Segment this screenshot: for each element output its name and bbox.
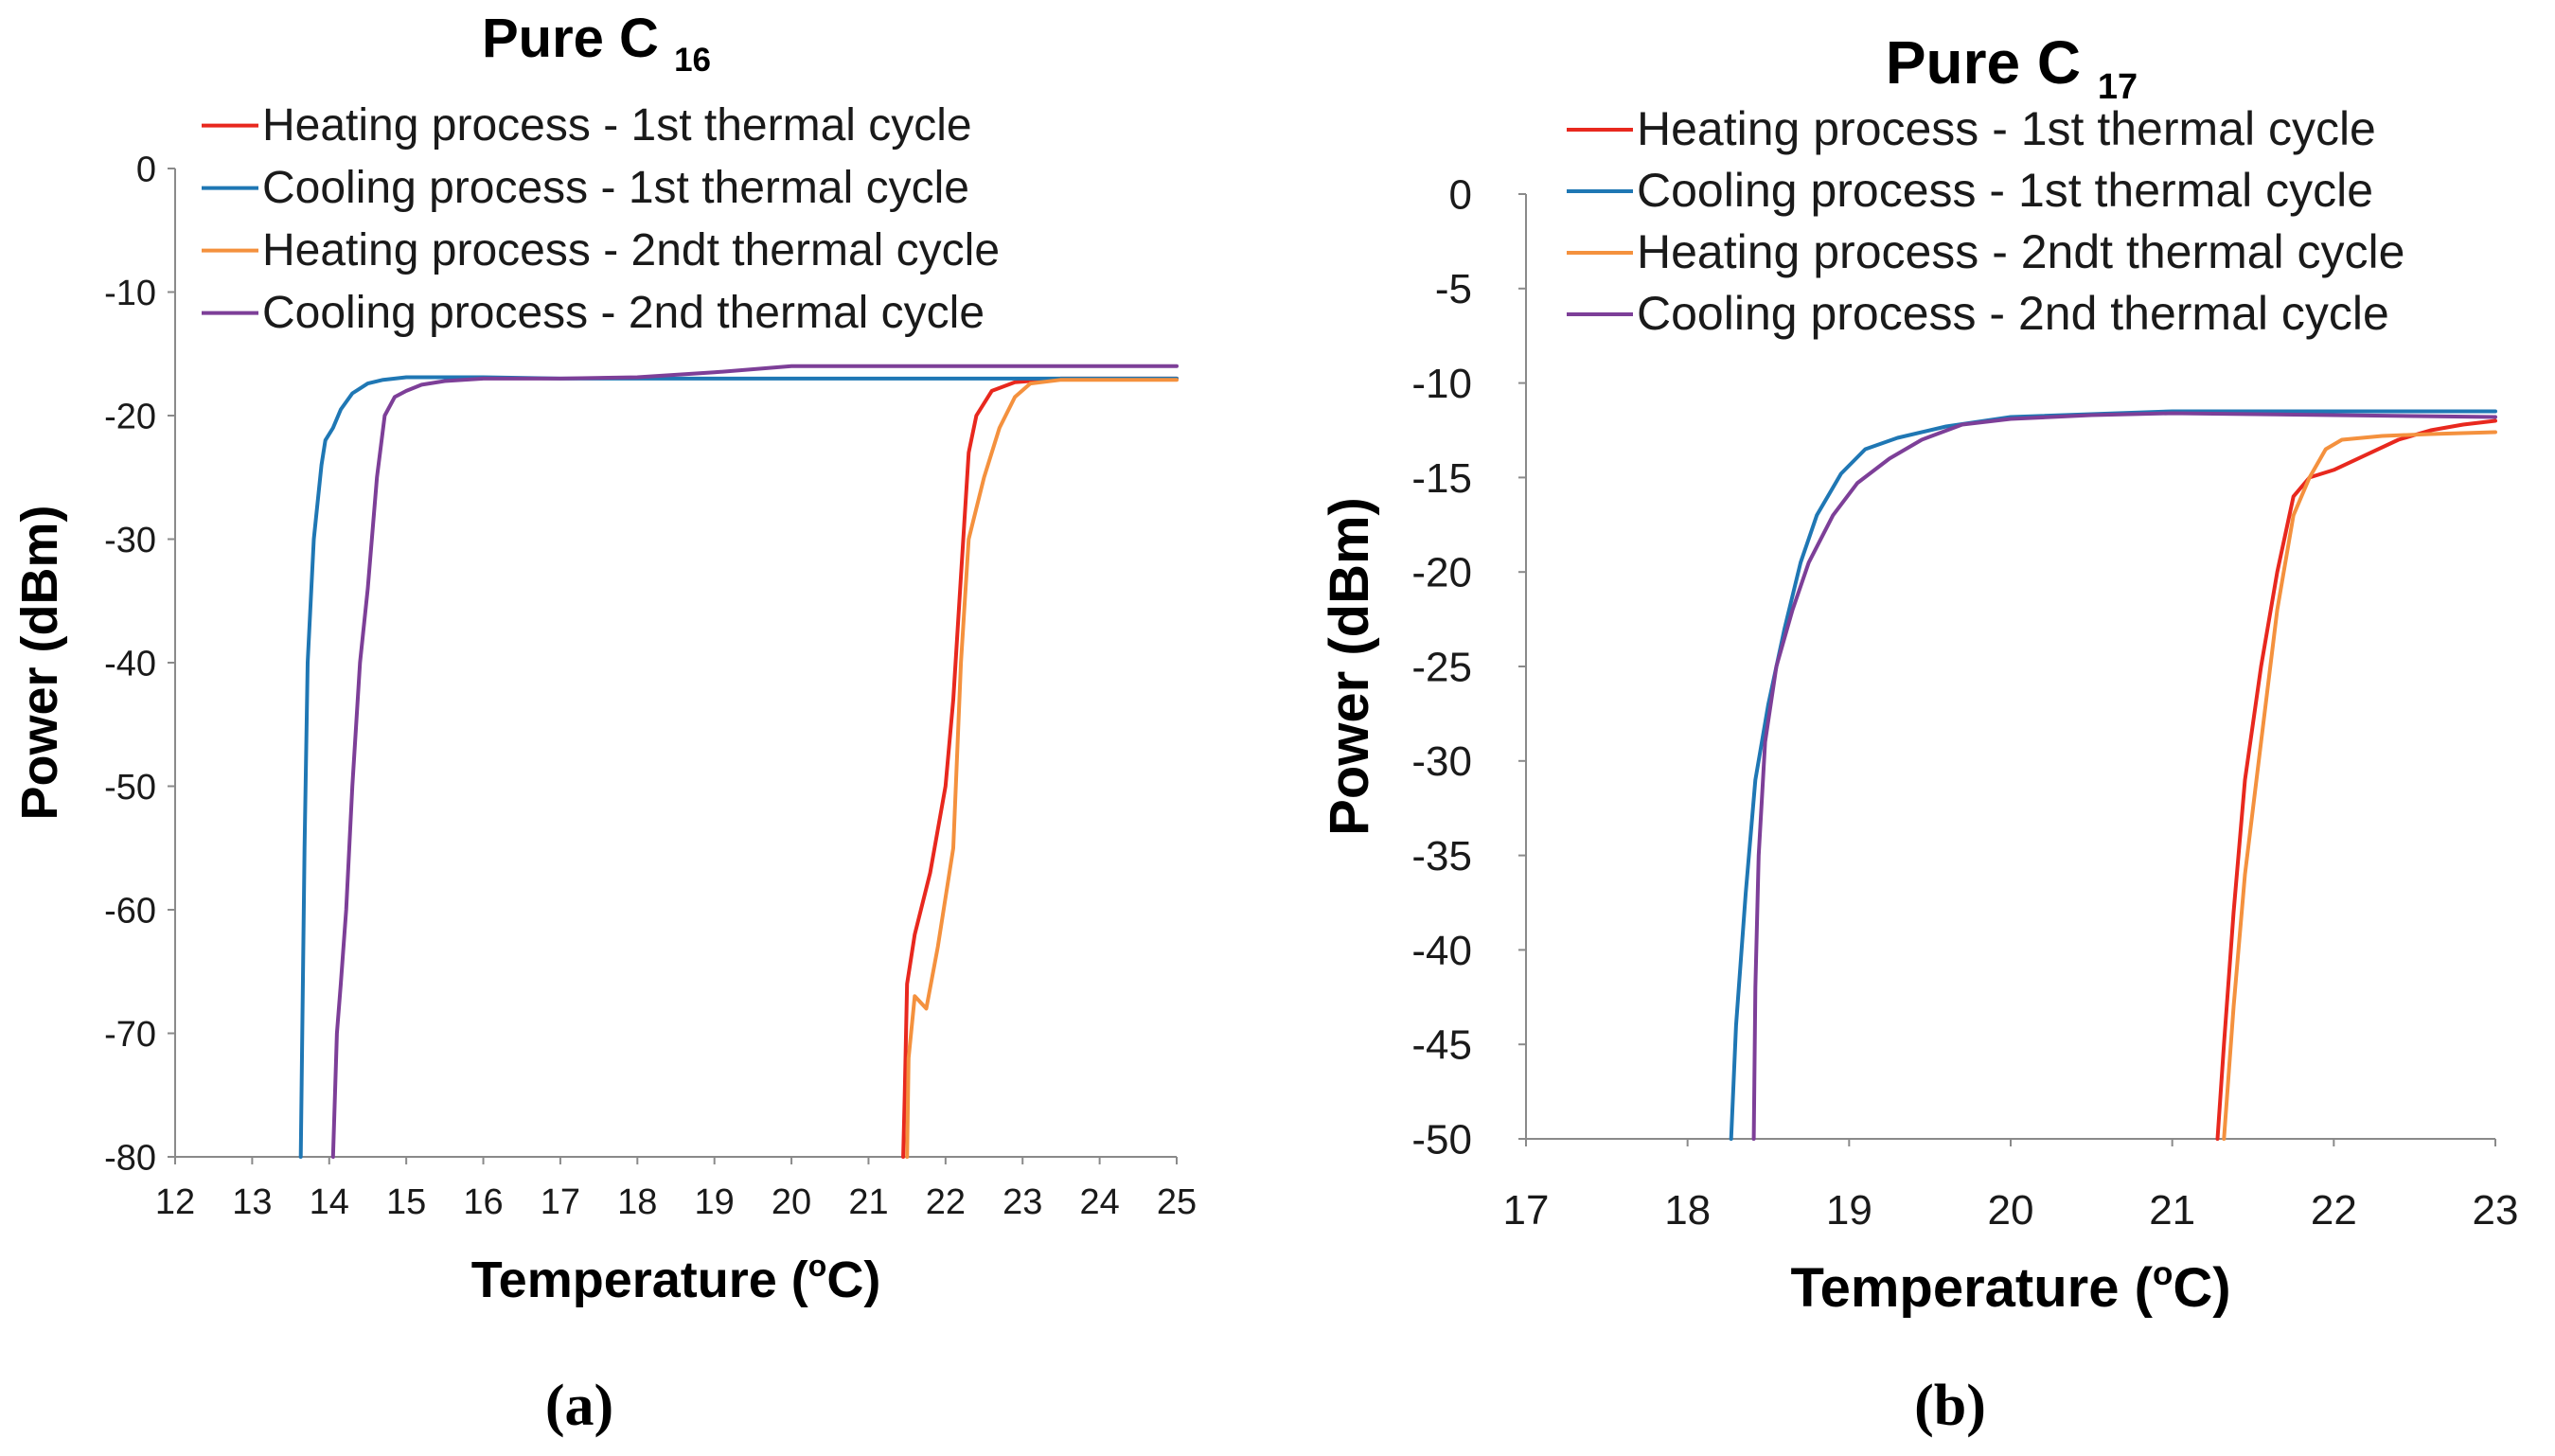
y-tick-label: -30: [104, 521, 156, 560]
y-tick-label: -40: [1411, 928, 1472, 974]
x-tick-label: 17: [541, 1182, 580, 1222]
panel-caption: (b): [1914, 1374, 1986, 1438]
series-line: [905, 378, 1179, 1159]
y-tick-label: -50: [1411, 1116, 1472, 1163]
x-tick-label: 17: [1503, 1187, 1550, 1234]
legend-entry: Cooling process - 2nd thermal cycle: [262, 288, 985, 338]
x-tick-label: 24: [1079, 1182, 1119, 1222]
x-tick-label: 22: [2311, 1187, 2357, 1234]
series-line: [901, 376, 1179, 1159]
x-axis-title: Temperature (oC): [471, 1249, 881, 1308]
legend-entry: Heating process - 2ndt thermal cycle: [1637, 225, 2404, 278]
legend-entry: Heating process - 1st thermal cycle: [1637, 102, 2376, 155]
x-tick-label: 19: [695, 1182, 735, 1222]
y-tick-label: -5: [1435, 266, 1472, 312]
y-tick-label: -15: [1411, 455, 1472, 502]
x-tick-label: 19: [1826, 1187, 1872, 1234]
series-line: [1729, 409, 2497, 1141]
series-line: [298, 375, 1179, 1159]
x-tick-label: 13: [232, 1182, 272, 1222]
y-tick-label: -10: [104, 274, 156, 313]
chart-title: Pure C 17: [1886, 28, 2138, 107]
series-line: [330, 364, 1179, 1159]
y-tick-label: -50: [104, 768, 156, 808]
y-tick-label: -20: [104, 397, 156, 436]
x-tick-label: 23: [2473, 1187, 2519, 1234]
series-line: [2215, 418, 2497, 1141]
series-line: [1751, 411, 2497, 1141]
x-tick-label: 23: [1002, 1182, 1042, 1222]
x-tick-label: 20: [1988, 1187, 2034, 1234]
legend-entry: Cooling process - 1st thermal cycle: [1637, 164, 2373, 217]
chart-panel-b: 0 -5 -10 -15 -20 -25 -30 -35 -40 -45 -50 17 18 19 20 21…: [1319, 28, 2518, 1438]
x-tick-label: 22: [926, 1182, 966, 1222]
legend-entry: Cooling process - 2nd thermal cycle: [1637, 287, 2389, 340]
y-tick-label: -80: [104, 1138, 156, 1178]
legend-entry: Cooling process - 1st thermal cycle: [262, 163, 969, 213]
y-tick-label: -20: [1411, 550, 1472, 596]
y-tick-label: 0: [136, 150, 156, 189]
y-tick-label: -70: [104, 1015, 156, 1055]
legend-entry: Heating process - 1st thermal cycle: [262, 100, 972, 151]
x-tick-label: 21: [2149, 1187, 2195, 1234]
y-tick-label: 0: [1449, 171, 1472, 218]
x-tick-label: 15: [386, 1182, 426, 1222]
x-axis-title: Temperature (oC): [1790, 1255, 2230, 1319]
y-tick-label: -30: [1411, 738, 1472, 785]
y-tick-label: -35: [1411, 833, 1472, 879]
y-axis-title: Power (dBm): [1319, 497, 1380, 836]
panel-caption: (a): [545, 1374, 613, 1438]
chart-title: Pure C 16: [482, 8, 711, 79]
y-tick-label: -45: [1411, 1022, 1472, 1069]
x-tick-label: 20: [772, 1182, 811, 1222]
legend-entry: Heating process - 2ndt thermal cycle: [262, 225, 1000, 275]
y-axis-title: Power (dBm): [11, 505, 68, 820]
x-tick-label: 14: [310, 1182, 349, 1222]
y-tick-label: -10: [1411, 361, 1472, 407]
y-tick-label: -25: [1411, 644, 1472, 690]
x-tick-label: 21: [848, 1182, 888, 1222]
x-tick-label: 16: [463, 1182, 503, 1222]
y-tick-label: -40: [104, 644, 156, 684]
x-tick-label: 25: [1157, 1182, 1197, 1222]
x-tick-label: 12: [155, 1182, 195, 1222]
series-line: [2222, 430, 2497, 1141]
y-tick-label: -60: [104, 891, 156, 931]
x-tick-label: 18: [1664, 1187, 1711, 1234]
x-tick-label: 18: [617, 1182, 657, 1222]
